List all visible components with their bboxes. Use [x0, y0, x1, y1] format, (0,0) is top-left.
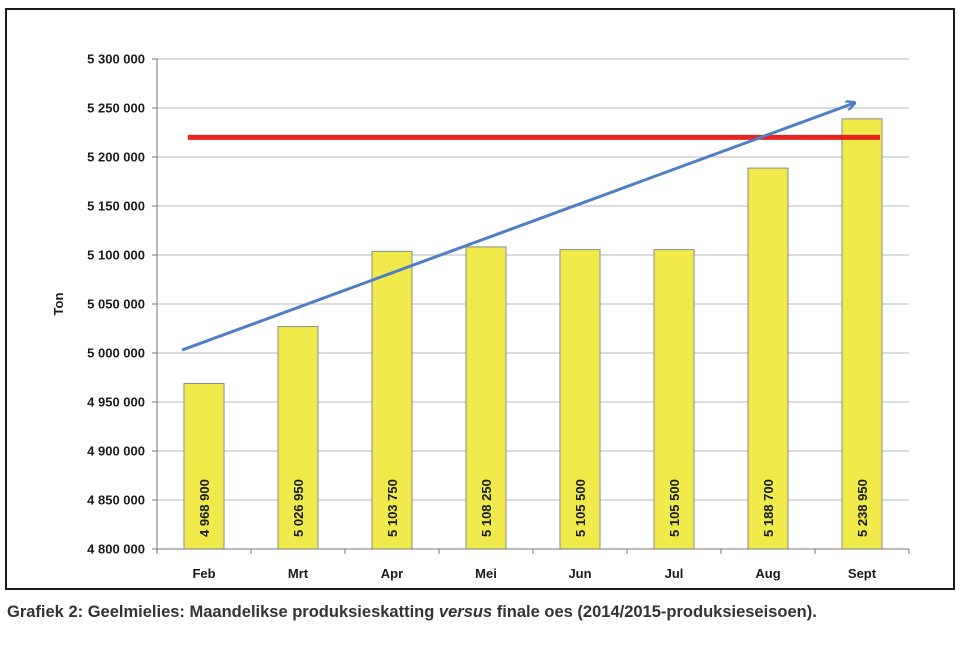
caption-emphasis: versus [438, 603, 493, 621]
bar [559, 249, 601, 550]
bar-data-label: 5 108 250 [479, 479, 494, 537]
y-tick-label: 4 950 000 [87, 395, 145, 410]
y-tick-label: 5 000 000 [87, 346, 145, 361]
x-tick-label: Apr [381, 566, 403, 581]
bar-data-label: 5 238 950 [855, 479, 870, 537]
x-tick-label: Sept [848, 566, 877, 581]
y-tick-label: 5 050 000 [87, 297, 145, 312]
bar-chart: 4 800 000 4 850 000 4 900 000 4 950 000 5 00… [51, 52, 910, 581]
y-tick-label: 5 100 000 [87, 248, 145, 263]
trend-arrow [181, 103, 854, 352]
x-tick-label: Mei [475, 566, 497, 581]
y-tick-label: 5 250 000 [87, 101, 145, 116]
bar [653, 249, 695, 550]
x-tick-label: Mrt [288, 566, 309, 581]
bar [277, 326, 319, 550]
bar-data-label: 5 103 750 [385, 479, 400, 537]
bar [841, 118, 883, 550]
bar-data-label: 4 968 900 [197, 479, 212, 537]
bar-data-label: 5 026 950 [291, 479, 306, 537]
y-tick-label: 4 900 000 [87, 444, 145, 459]
bar-data-label: 5 105 500 [573, 479, 588, 537]
y-tick-label: 4 800 000 [87, 542, 145, 557]
y-tick-label: 5 300 000 [87, 52, 145, 67]
chart-caption: Grafiek 2: Geelmielies: Maandelikse prod… [7, 601, 907, 623]
y-axis-title: Ton [51, 293, 66, 316]
caption-suffix: finale oes (2014/2015-produksieseisoen). [492, 603, 817, 621]
bar [183, 382, 225, 550]
caption-prefix: Grafiek 2: Geelmielies: Maandelikse prod… [7, 603, 439, 621]
bar-data-label: 5 188 700 [761, 479, 776, 537]
bar [747, 167, 789, 550]
bar [465, 246, 507, 550]
x-tick-label: Jun [568, 566, 591, 581]
y-tick-label: 4 850 000 [87, 493, 145, 508]
bar-data-label: 5 105 500 [667, 479, 682, 537]
y-tick-label: 5 150 000 [87, 199, 145, 214]
chart-frame: 4 800 000 4 850 000 4 900 000 4 950 000 5 00… [5, 8, 955, 590]
y-tick-label: 5 200 000 [87, 150, 145, 165]
x-tick-label: Aug [755, 566, 780, 581]
x-tick-label: Jul [665, 566, 684, 581]
x-tick-label: Feb [192, 566, 215, 581]
